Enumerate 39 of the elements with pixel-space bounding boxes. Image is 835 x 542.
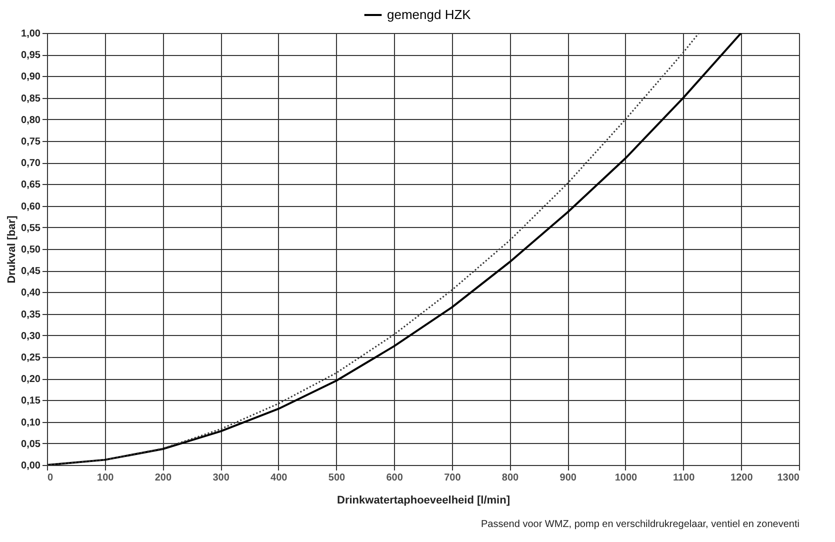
y-tick-label: 0,05 [21,438,41,450]
y-tick-label: 0,90 [21,72,41,83]
x-tick-label: 200 [154,472,172,484]
x-tick-label: 0 [48,472,54,484]
x-tick-label: 400 [270,472,288,484]
x-axis-title: Drinkwatertaphoeveelheid [l/min] [337,494,510,506]
x-tick-label: 500 [328,472,346,484]
y-tick-label: 0,70 [21,158,41,170]
x-tick-label: 1200 [730,472,754,484]
y-tick-label: 0,60 [21,201,41,212]
y-tick-label: 0,15 [21,396,41,407]
y-tick-label: 0,80 [21,114,41,126]
y-tick-label: 0,55 [21,222,41,234]
y-tick-label: 0,40 [21,288,41,299]
x-tick-label: 700 [444,472,462,484]
y-tick-label: 0,00 [21,460,41,472]
x-tick-label: 1100 [672,472,696,484]
legend-label: gemengd HZK [387,7,472,22]
y-tick-label: 0,35 [21,309,41,320]
y-tick-label: 0,30 [21,330,41,342]
y-tick-label: 0,95 [21,50,41,62]
y-tick-label: 0,10 [21,417,41,428]
x-tick-label: 800 [502,472,520,484]
y-tick-label: 0,45 [21,266,41,278]
x-tick-label: 100 [97,472,114,484]
y-axis-title: Drukval [bar] [6,215,18,284]
y-tick-label: 0,85 [21,93,41,104]
y-tick-label: 0,20 [21,374,41,386]
x-tick-label: 1000 [614,472,638,484]
text: Passend voor WMZ, pomp en verschildrukregelaar, ventiel en zoneventi [481,519,800,530]
y-tick-label: 0,75 [21,136,41,148]
y-tick-label: 0,65 [21,180,41,191]
x-tick-label: 1300 [777,472,800,484]
y-tick-label: 0,50 [21,244,41,256]
x-tick-label: 300 [212,472,230,484]
x-tick-label: 600 [386,472,404,484]
y-tick-label: 0,25 [21,352,41,364]
y-tick-label: 1,00 [21,28,41,40]
x-tick-label: 900 [560,472,577,484]
